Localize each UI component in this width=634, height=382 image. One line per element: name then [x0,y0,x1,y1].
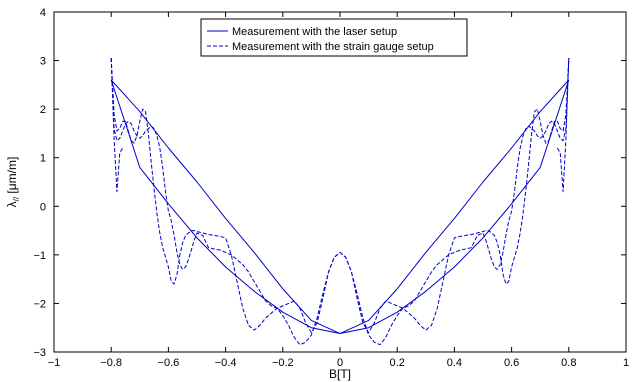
legend-box [200,18,468,57]
ticks-layer [53,11,627,353]
x-tick-label: −0.4 [215,357,237,369]
x-tick-label: 0.4 [447,357,462,369]
x-tick-label: 0.6 [504,357,519,369]
x-tick-label: −1 [48,357,61,369]
series-layer [110,58,570,346]
y-axis-label-main: λ [5,201,19,207]
y-tick-label: 0 [40,201,46,213]
y-tick-label: 2 [40,104,46,116]
x-tick-label: 0.8 [561,357,576,369]
legend: Measurement with the laser setup Measure… [200,18,468,57]
strain-gauge-series-line-1 [110,58,570,346]
x-tick-label: −0.6 [158,357,180,369]
y-tick-label: −2 [33,298,46,310]
x-tick-label: −0.2 [272,357,294,369]
y-tick-label: 4 [40,7,46,19]
y-tick-label: 1 [40,153,46,165]
strain-gauge-series-line-3 [556,58,570,193]
y-tick-label: −3 [33,347,46,359]
y-axis-label-unit: [μm/m] [5,157,19,197]
x-tick-label: 1 [623,357,629,369]
plot-area [53,11,627,353]
x-tick-label: 0.2 [390,357,405,369]
x-tick-label: 0 [337,357,343,369]
x-axis-label: B[T] [329,367,351,381]
legend-label-laser: Measurement with the laser setup [232,26,397,38]
y-axis-label-subscript: // [12,196,21,201]
laser-series-line-1 [110,79,570,335]
y-axis-label: λ// [μm/m] [5,157,21,208]
y-tick-label: 3 [40,56,46,68]
x-tick-label: −0.8 [100,357,122,369]
axes-frame [53,11,627,353]
y-tick-label: −1 [33,250,46,262]
labels-layer: −1 −0.8 −0.6 −0.4 −0.2 0 0.2 0.4 0.6 0.8 1 −3 −2 −1 0 1… [33,7,629,369]
legend-label-strain-gauge: Measurement with the strain gauge setup [232,41,434,53]
strain-gauge-series-line-2 [110,58,124,193]
